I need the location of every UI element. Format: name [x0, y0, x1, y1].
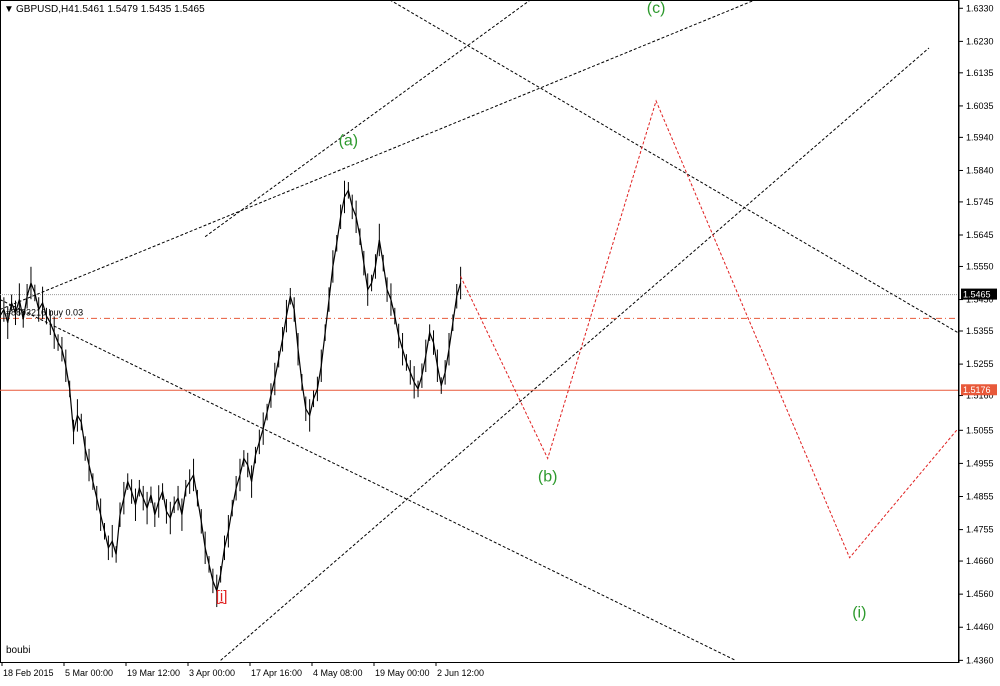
- wave-label: (i): [852, 604, 866, 621]
- point-label: [i]: [216, 588, 228, 605]
- x-tick-label: 17 Apr 16:00: [251, 668, 302, 678]
- y-tick-label: 1.5645: [966, 230, 994, 240]
- symbol-arrow-icon[interactable]: ▼: [4, 4, 14, 15]
- symbol-label: GBPUSD,H4: [16, 4, 74, 15]
- y-tick-label: 1.4955: [966, 458, 994, 468]
- x-tick-label: 19 Mar 12:00: [127, 668, 180, 678]
- y-tick-label: 1.6330: [966, 3, 994, 13]
- channel-line[interactable]: [220, 47, 930, 661]
- x-tick-label: 18 Feb 2015: [3, 668, 54, 678]
- support-price-tag: 1.5176: [961, 384, 997, 396]
- wave-label: (c): [647, 0, 666, 17]
- y-tick-label: 1.5355: [966, 326, 994, 336]
- ohlc-values: 1.5461 1.5479 1.5435 1.5465: [74, 4, 205, 15]
- y-tick-label: 1.5160: [966, 391, 994, 401]
- support-price-label: 1.5176: [963, 385, 991, 395]
- x-tick-label: 3 Apr 00:00: [189, 668, 235, 678]
- y-tick-label: 1.4460: [966, 622, 994, 632]
- channel-lines: [0, 0, 958, 661]
- wave-label: (b): [538, 469, 558, 486]
- price-axis: [959, 0, 1000, 681]
- channel-line[interactable]: [252, 0, 958, 334]
- price-series: [0, 180, 462, 608]
- current-price-tag: 1.5465: [961, 288, 997, 300]
- y-tick-label: 1.6135: [966, 68, 994, 78]
- y-tick-label: 1.4360: [966, 655, 994, 665]
- y-tick-label: 1.4560: [966, 589, 994, 599]
- forecast-line[interactable]: [460, 99, 959, 559]
- x-tick-label: 4 May 08:00: [313, 668, 363, 678]
- order-line-label[interactable]: #8893216 buy 0.03: [6, 307, 83, 317]
- y-tick-label: 1.4660: [966, 556, 994, 566]
- channel-line[interactable]: [0, 299, 736, 661]
- x-tick-label: 19 May 00:00: [375, 668, 430, 678]
- y-axis-ticks: 1.6330 1.6230 1.6135 1.6035 1.5940 1.5840 1.57…: [959, 3, 994, 665]
- y-tick-label: 1.5745: [966, 197, 994, 207]
- horizontal-lines: [0, 294, 958, 391]
- y-tick-label: 1.6035: [966, 101, 994, 111]
- y-tick-label: 1.5940: [966, 132, 994, 142]
- forecast-path: [460, 99, 959, 559]
- y-tick-label: 1.4855: [966, 492, 994, 502]
- channel-line[interactable]: [204, 0, 531, 238]
- x-tick-label: 2 Jun 12:00: [437, 668, 484, 678]
- wave-annotations: (a) (c) (b) (i) [i]: [216, 0, 867, 621]
- y-tick-label: 1.4755: [966, 525, 994, 535]
- y-tick-label: 1.5055: [966, 425, 994, 435]
- price-line: [0, 188, 462, 593]
- plot-frame: [0, 0, 959, 663]
- y-tick-label: 1.6230: [966, 36, 994, 46]
- x-axis-ticks: 18 Feb 2015 5 Mar 00:00 19 Mar 12:00 3 Apr …: [1, 662, 484, 678]
- current-price-label: 1.5465: [963, 290, 991, 300]
- footer-label: boubi: [6, 645, 30, 656]
- x-tick-label: 5 Mar 00:00: [65, 668, 113, 678]
- y-tick-label: 1.5550: [966, 261, 994, 271]
- y-tick-label: 1.5840: [966, 165, 994, 175]
- wave-label: (a): [339, 133, 359, 150]
- channel-line[interactable]: [0, 0, 755, 310]
- y-tick-label: 1.5255: [966, 359, 994, 369]
